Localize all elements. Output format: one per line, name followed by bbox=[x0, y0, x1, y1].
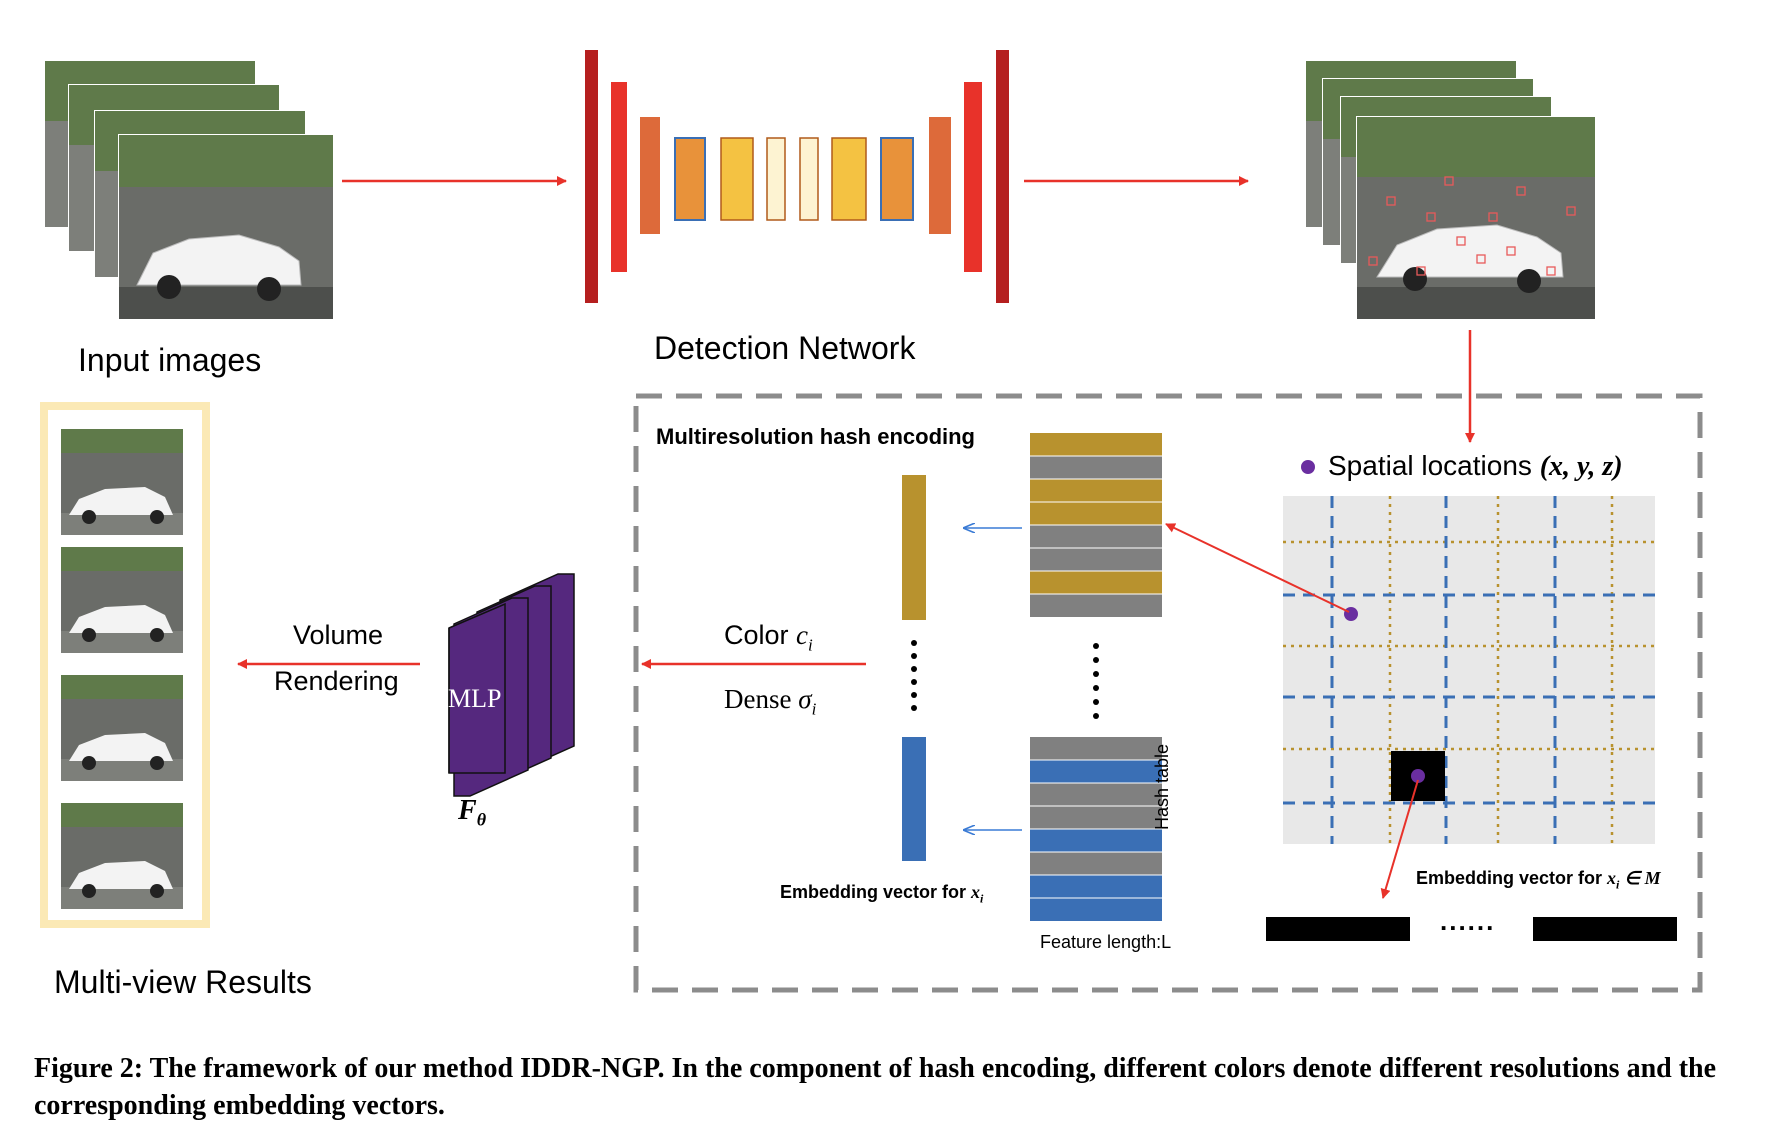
spatial-locations-label: Spatial locations (x, y, z) bbox=[1328, 450, 1623, 483]
f-theta-sub: θ bbox=[476, 809, 487, 830]
detection-network-label: Detection Network bbox=[654, 330, 916, 366]
net-layer bbox=[964, 82, 982, 272]
net-layer bbox=[831, 137, 867, 221]
net-layer bbox=[799, 137, 819, 221]
hash-table-bottom bbox=[1030, 737, 1162, 921]
dense-sub: i bbox=[811, 699, 817, 719]
net-layer bbox=[766, 137, 786, 221]
net-layer bbox=[674, 137, 706, 221]
spatial-legend-dot bbox=[1301, 460, 1315, 474]
detected-image bbox=[1356, 116, 1596, 320]
embedding-right-sub: i bbox=[1616, 877, 1620, 892]
dense-var: σ bbox=[798, 684, 812, 714]
net-layer bbox=[996, 50, 1009, 303]
net-layer bbox=[640, 117, 660, 234]
input-image bbox=[118, 134, 334, 320]
sample-point bbox=[1411, 769, 1425, 783]
net-layer bbox=[585, 50, 598, 303]
hash-table-label: Hash table bbox=[1152, 743, 1172, 830]
embedding-left-var: x bbox=[971, 882, 981, 902]
color-text: Color bbox=[724, 620, 789, 650]
embedding-right-text: Embedding vector for bbox=[1416, 868, 1603, 888]
embedding-ellipsis bbox=[911, 640, 917, 711]
arrow-point-to-table bbox=[1165, 523, 1350, 613]
color-var: c bbox=[796, 620, 809, 650]
rendering-label: Rendering bbox=[274, 666, 399, 696]
arrow-cell-to-embedding bbox=[1380, 779, 1419, 899]
volume-label: Volume bbox=[293, 620, 384, 650]
hash-table-ellipsis bbox=[1093, 643, 1099, 719]
spatial-grid bbox=[1283, 496, 1655, 844]
embedding-left-text: Embedding vector for bbox=[780, 882, 967, 902]
figure-caption: Figure 2: The framework of our method ID… bbox=[34, 1053, 1717, 1121]
net-layer bbox=[880, 137, 914, 221]
spatial-locations-text: Spatial locations bbox=[1328, 450, 1532, 481]
embedding-bar-left bbox=[1266, 917, 1410, 941]
net-layer bbox=[611, 82, 627, 272]
embedding-left-label: Embedding vector for xi bbox=[780, 882, 983, 907]
result-thumbnail bbox=[60, 546, 184, 654]
mlp-label: MLP bbox=[448, 684, 502, 713]
detection-network-bars bbox=[585, 50, 1009, 303]
color-label: Color ci bbox=[724, 620, 813, 655]
embedding-right-label: Embedding vector for xi ∈ M bbox=[1416, 868, 1661, 893]
multiview-results-label: Multi-view Results bbox=[54, 964, 312, 1000]
f-theta-var: F bbox=[458, 795, 477, 826]
hash-encoding-title: Multiresolution hash encoding bbox=[656, 424, 975, 449]
embedding-bar-right bbox=[1533, 917, 1677, 941]
embedding-right-var: x bbox=[1607, 868, 1617, 888]
dense-text: Dense bbox=[724, 684, 792, 714]
embedding-bars-ellipsis: ...... bbox=[1440, 906, 1496, 936]
hash-table-top bbox=[1030, 433, 1162, 617]
spatial-coords: (x, y, z) bbox=[1539, 451, 1623, 482]
mlp-stack bbox=[448, 573, 575, 797]
dense-label: Dense σi bbox=[724, 684, 816, 719]
embedding-left-sub: i bbox=[980, 891, 984, 906]
embedding-vector-blue bbox=[902, 737, 926, 861]
f-theta-label: Fθ bbox=[458, 795, 486, 831]
hash-encoding-panel bbox=[633, 393, 1703, 993]
result-thumbnail bbox=[60, 674, 184, 782]
embedding-vector-gold bbox=[902, 475, 926, 620]
embedding-right-math: ∈ M bbox=[1624, 868, 1661, 888]
input-images-label: Input images bbox=[78, 342, 262, 378]
net-layer bbox=[929, 117, 951, 234]
multiview-frame bbox=[40, 402, 210, 928]
net-layer bbox=[720, 137, 754, 221]
result-thumbnail bbox=[60, 428, 184, 536]
result-thumbnail bbox=[60, 802, 184, 910]
color-sub: i bbox=[808, 635, 813, 655]
sample-point bbox=[1344, 607, 1358, 621]
feature-length-label: Feature length:L bbox=[1040, 932, 1172, 952]
